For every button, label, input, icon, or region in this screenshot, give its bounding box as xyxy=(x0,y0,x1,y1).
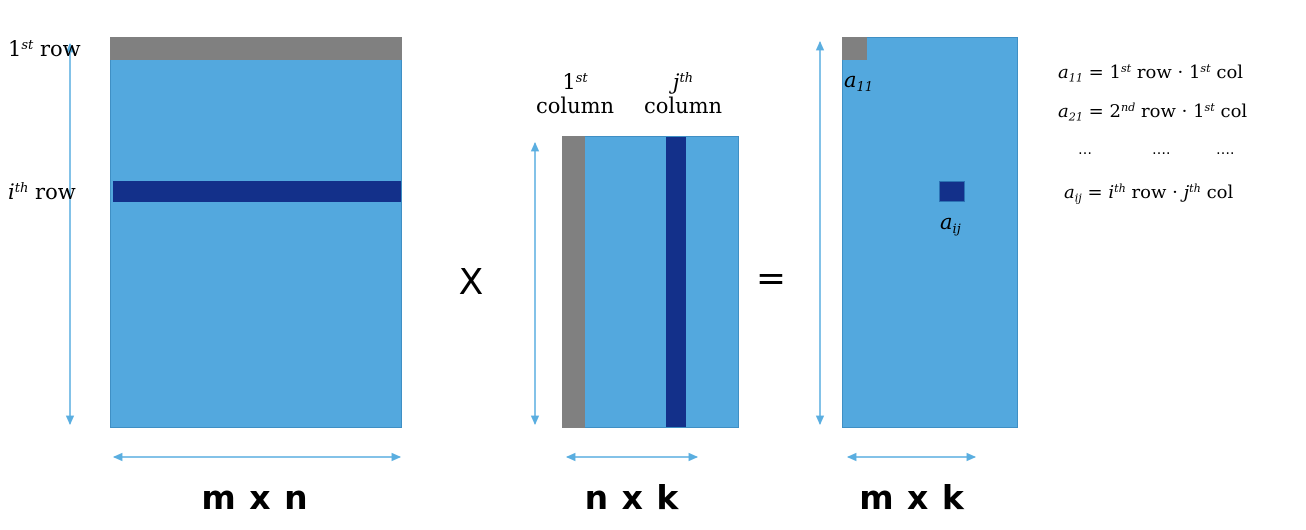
matrix-a xyxy=(110,37,402,428)
a11-label: a11 xyxy=(844,68,874,95)
matrix-b xyxy=(562,136,739,428)
matrix-a-dimension: m x n xyxy=(201,478,309,517)
matrix-a-first-row xyxy=(110,37,402,60)
equation-aij: aij = ith row · jth col xyxy=(1064,181,1234,205)
jth-column-label: jth column xyxy=(643,70,723,118)
equation-a21: a21 = 2nd row · 1st col xyxy=(1058,100,1248,124)
ellipsis-1: … xyxy=(1078,142,1092,158)
equation-a11: a11 = 1st row · 1st col xyxy=(1058,61,1244,85)
first-column-label: 1st column xyxy=(535,70,615,118)
ellipsis-2: …. xyxy=(1152,142,1171,158)
matrix-b-first-column xyxy=(562,136,585,428)
matrix-c xyxy=(842,37,1018,428)
ellipsis-3: …. xyxy=(1216,142,1235,158)
ith-row-label: ith row xyxy=(8,180,76,204)
matrix-c-a11-cell xyxy=(842,37,867,60)
first-row-label: 1st row xyxy=(8,37,81,61)
matrix-b-jth-column xyxy=(666,137,686,427)
equals-operator: = xyxy=(755,258,787,299)
matrix-c-aij-cell xyxy=(939,181,965,202)
matrix-b-dimension: n x k xyxy=(584,478,680,517)
matrix-c-dimension: m x k xyxy=(859,478,965,517)
aij-label: aij xyxy=(940,210,961,237)
matrix-a-ith-row xyxy=(113,181,401,202)
multiply-operator: X xyxy=(458,262,484,303)
